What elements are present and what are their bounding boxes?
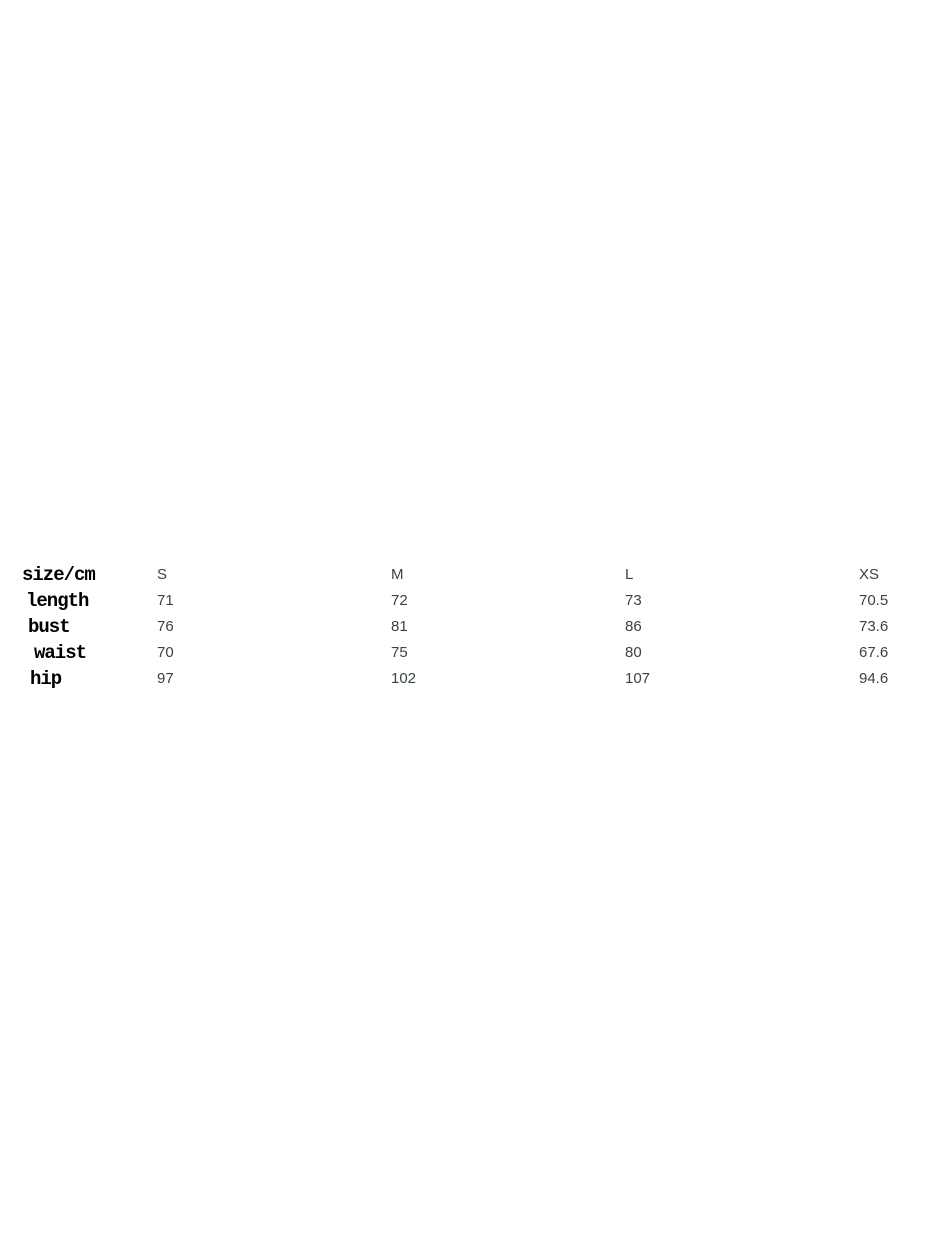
- column-header-m: M: [391, 566, 404, 583]
- cell-hip-m: 102: [391, 670, 417, 687]
- row-label-bust: bust: [28, 616, 71, 638]
- table-corner-label: size/cm: [22, 564, 96, 586]
- cell-hip-l: 107: [625, 670, 651, 687]
- cell-length-xs: 70.5: [859, 592, 889, 609]
- cell-bust-s: 76: [157, 618, 174, 635]
- row-label-hip: hip: [30, 668, 62, 690]
- cell-waist-s: 70: [157, 644, 174, 661]
- column-header-s: S: [157, 566, 168, 583]
- cell-length-l: 73: [625, 592, 642, 609]
- cell-waist-xs: 67.6: [859, 644, 889, 661]
- cell-bust-l: 86: [625, 618, 642, 635]
- cell-hip-xs: 94.6: [859, 670, 889, 687]
- cell-length-s: 71: [157, 592, 174, 609]
- row-label-length: length: [26, 590, 89, 612]
- cell-length-m: 72: [391, 592, 408, 609]
- cell-hip-s: 97: [157, 670, 174, 687]
- column-header-xs: XS: [859, 566, 880, 583]
- cell-waist-m: 75: [391, 644, 408, 661]
- row-label-waist: waist: [34, 642, 87, 664]
- cell-bust-m: 81: [391, 618, 408, 635]
- cell-bust-xs: 73.6: [859, 618, 889, 635]
- column-header-l: L: [625, 566, 634, 583]
- cell-waist-l: 80: [625, 644, 642, 661]
- size-chart-table: size/cm S M L XS length 71 72 73 70.5 bu…: [22, 562, 934, 692]
